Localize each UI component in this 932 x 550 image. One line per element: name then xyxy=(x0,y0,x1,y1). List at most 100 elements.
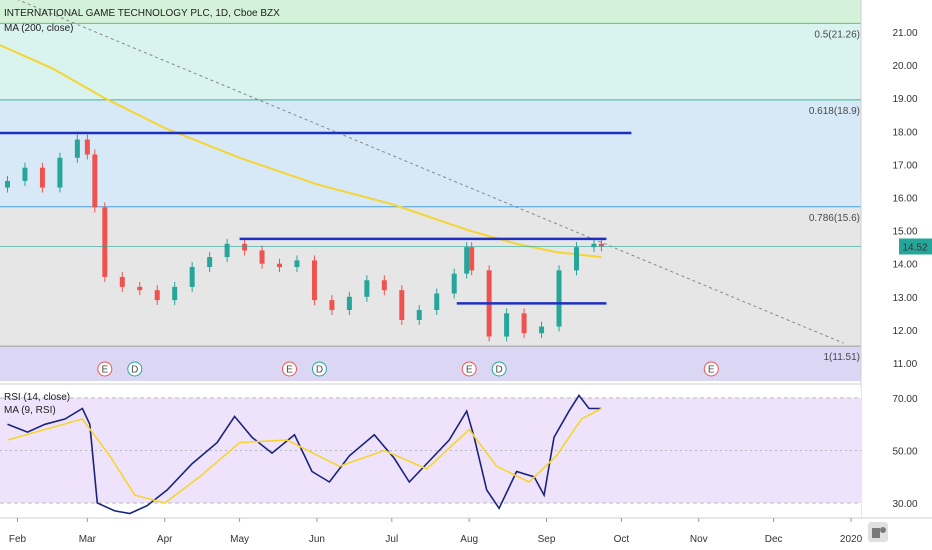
candle-body xyxy=(598,243,604,247)
candle-body xyxy=(539,326,545,334)
rsi-tick-label: 30.00 xyxy=(892,499,917,510)
time-tick-label: Feb xyxy=(9,534,27,545)
candle-body xyxy=(39,167,45,188)
dividend-marker xyxy=(127,361,143,377)
candle-body xyxy=(84,139,90,155)
candle-body xyxy=(504,313,510,337)
candle-body xyxy=(92,154,98,208)
candle-body xyxy=(259,250,265,264)
event-letter: E xyxy=(708,365,715,376)
candle-body xyxy=(207,257,213,268)
time-tick-label: Jul xyxy=(385,534,398,545)
fib-label: 0.5(21.26) xyxy=(814,29,860,40)
fib-label: 0.618(18.9) xyxy=(809,106,860,117)
candle-body xyxy=(189,267,195,287)
time-axis: Feb Mar Apr May Jun Jul Aug Sep Oct Nov Dec 2020 xyxy=(0,517,932,545)
fib-zone xyxy=(0,246,861,347)
price-tick-label: 14.00 xyxy=(892,260,917,271)
price-tick-label: 12.00 xyxy=(892,326,917,337)
candle-body xyxy=(119,276,125,287)
candle-body xyxy=(154,290,160,301)
candle-body xyxy=(4,180,10,188)
price-tick-label: 20.00 xyxy=(892,61,917,72)
earnings-marker xyxy=(461,361,477,377)
time-tick-label: Oct xyxy=(614,534,630,545)
legends: INTERNATIONAL GAME TECHNOLOGY PLC, 1D, C… xyxy=(4,8,280,416)
candle-body xyxy=(57,157,63,188)
time-tick-label: Mar xyxy=(79,534,97,545)
fib-label: 0.786(15.6) xyxy=(809,213,860,224)
candle-body xyxy=(22,167,28,181)
candle-body xyxy=(451,273,457,294)
candle-body xyxy=(434,293,440,311)
ma-200-label: MA (200, close) xyxy=(4,23,73,34)
candle-body xyxy=(521,313,527,334)
candle-body xyxy=(294,260,300,268)
candle-body xyxy=(573,247,579,271)
price-tick-label: 11.00 xyxy=(893,359,918,370)
fib-zone xyxy=(0,99,861,207)
event-letter: E xyxy=(286,365,293,376)
price-tick-label: 15.00 xyxy=(892,227,917,238)
event-letter: E xyxy=(466,365,473,376)
rsi-tick-label: 50.00 xyxy=(892,447,917,458)
time-tick-label: Nov xyxy=(690,534,708,545)
earnings-marker xyxy=(97,361,113,377)
candle-body xyxy=(464,247,470,274)
earnings-marker xyxy=(703,361,719,377)
candle-body xyxy=(311,260,317,301)
candle-body xyxy=(399,290,405,320)
price-pane: 0.5(21.26) 0.618(18.9) 0.786(15.6) 1(11.51)… xyxy=(0,0,932,518)
candle-body xyxy=(74,139,80,158)
price-tick-label: 13.00 xyxy=(892,293,917,304)
time-tick-label: Dec xyxy=(765,534,783,545)
candle-body xyxy=(381,280,387,291)
last-price-badge xyxy=(899,238,932,255)
rsi-pane: 70.00 50.00 30.00 xyxy=(0,383,918,518)
candle-body xyxy=(364,280,370,297)
chart-title: INTERNATIONAL GAME TECHNOLOGY PLC, 1D, C… xyxy=(4,8,280,19)
tv-logo-icon xyxy=(868,522,888,542)
fib-label: 1(11.51) xyxy=(823,352,860,363)
price-tick-label: 17.00 xyxy=(892,160,917,171)
rsi-tick-label: 70.00 xyxy=(892,394,917,405)
event-letter: E xyxy=(101,365,108,376)
candle-body xyxy=(224,243,230,258)
price-tick-label: 21.00 xyxy=(892,28,917,39)
candle-body xyxy=(172,286,178,301)
time-tick-label: Jun xyxy=(309,534,325,545)
time-tick-label: Sep xyxy=(538,534,556,545)
candle-body xyxy=(556,270,562,327)
tradingview-logo xyxy=(866,518,926,546)
candle-body xyxy=(416,310,422,320)
candle-body xyxy=(137,286,143,291)
dividend-marker xyxy=(491,361,507,377)
time-tick-label: 2020 xyxy=(840,534,863,545)
candle-body xyxy=(469,247,475,271)
fib-zone xyxy=(0,23,861,100)
candle-body xyxy=(591,243,597,248)
rsi-ma-line xyxy=(7,407,602,504)
price-axis-bg xyxy=(861,0,932,518)
candle-body xyxy=(242,243,248,251)
fib-zone xyxy=(0,0,861,24)
trend-line xyxy=(17,0,844,344)
earnings-marker xyxy=(281,361,297,377)
fib-zone xyxy=(0,206,861,247)
time-tick-label: Aug xyxy=(460,534,478,545)
price-tick-label: 16.00 xyxy=(892,194,917,205)
dividend-marker xyxy=(311,361,327,377)
rsi-ma-label: MA (9, RSI) xyxy=(4,405,56,416)
time-tick-label: Apr xyxy=(157,534,173,545)
candle-body xyxy=(277,263,283,268)
rsi-label: RSI (14, close) xyxy=(4,392,70,403)
price-tick-label: 18.00 xyxy=(892,127,917,138)
candle-body xyxy=(329,300,335,311)
event-letter: D xyxy=(131,365,138,376)
time-tick-label: May xyxy=(230,534,249,545)
price-tick-label: 19.00 xyxy=(892,94,917,105)
candle-body xyxy=(346,296,352,311)
event-letter: D xyxy=(496,365,503,376)
